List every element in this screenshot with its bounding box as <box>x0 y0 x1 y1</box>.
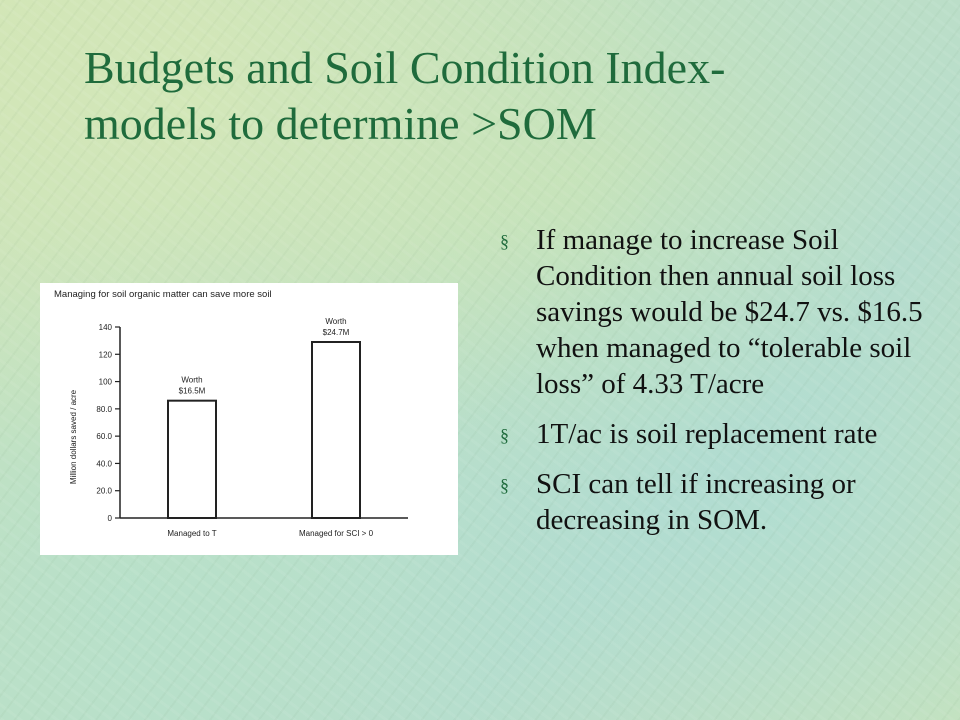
bullet-item: § 1T/ac is soil replacement rate <box>500 416 950 452</box>
bullet-text: SCI can tell if increasing or decreasing… <box>536 468 856 536</box>
y-tick-label: 100 <box>99 378 113 387</box>
bar-chart-figure: Managing for soil organic matter can sav… <box>40 283 458 555</box>
title-line-2: models to determine >SOM <box>84 98 597 149</box>
bullet-item: § If manage to increase Soil Condition t… <box>500 222 950 402</box>
bar <box>167 399 217 519</box>
bullet-text: 1T/ac is soil replacement rate <box>536 418 878 450</box>
bullet-marker: § <box>500 231 509 251</box>
bar <box>311 341 361 519</box>
y-tick-label: 0 <box>108 514 113 523</box>
y-tick-label: 140 <box>99 323 113 332</box>
bullet-marker: § <box>500 425 509 445</box>
bar-data-label: Worth <box>181 376 202 385</box>
y-tick-label: 80.0 <box>96 405 112 414</box>
y-tick-label: 40.0 <box>96 459 112 468</box>
bar-data-label: $16.5M <box>179 387 206 396</box>
y-tick-label: 60.0 <box>96 432 112 441</box>
bullet-text: If manage to increase Soil Condition the… <box>536 224 923 400</box>
slide-title: Budgets and Soil Condition Index- models… <box>84 40 924 152</box>
y-tick-label: 20.0 <box>96 487 112 496</box>
x-category-label: Managed to T <box>167 529 216 538</box>
title-line-1: Budgets and Soil Condition Index- <box>84 42 726 93</box>
bar-data-label: $24.7M <box>323 328 350 337</box>
bullet-marker: § <box>500 475 509 495</box>
bar-data-label: Worth <box>325 317 346 326</box>
y-axis-label: Million dollars saved / acre <box>69 389 78 484</box>
chart-title: Managing for soil organic matter can sav… <box>54 289 272 300</box>
bullet-list: § If manage to increase Soil Condition t… <box>500 222 950 552</box>
x-category-label: Managed for SCI > 0 <box>299 529 374 538</box>
bullet-item: § SCI can tell if increasing or decreasi… <box>500 466 950 538</box>
y-tick-label: 120 <box>99 350 113 359</box>
bar-chart: Managing for soil organic matter can sav… <box>54 289 408 538</box>
